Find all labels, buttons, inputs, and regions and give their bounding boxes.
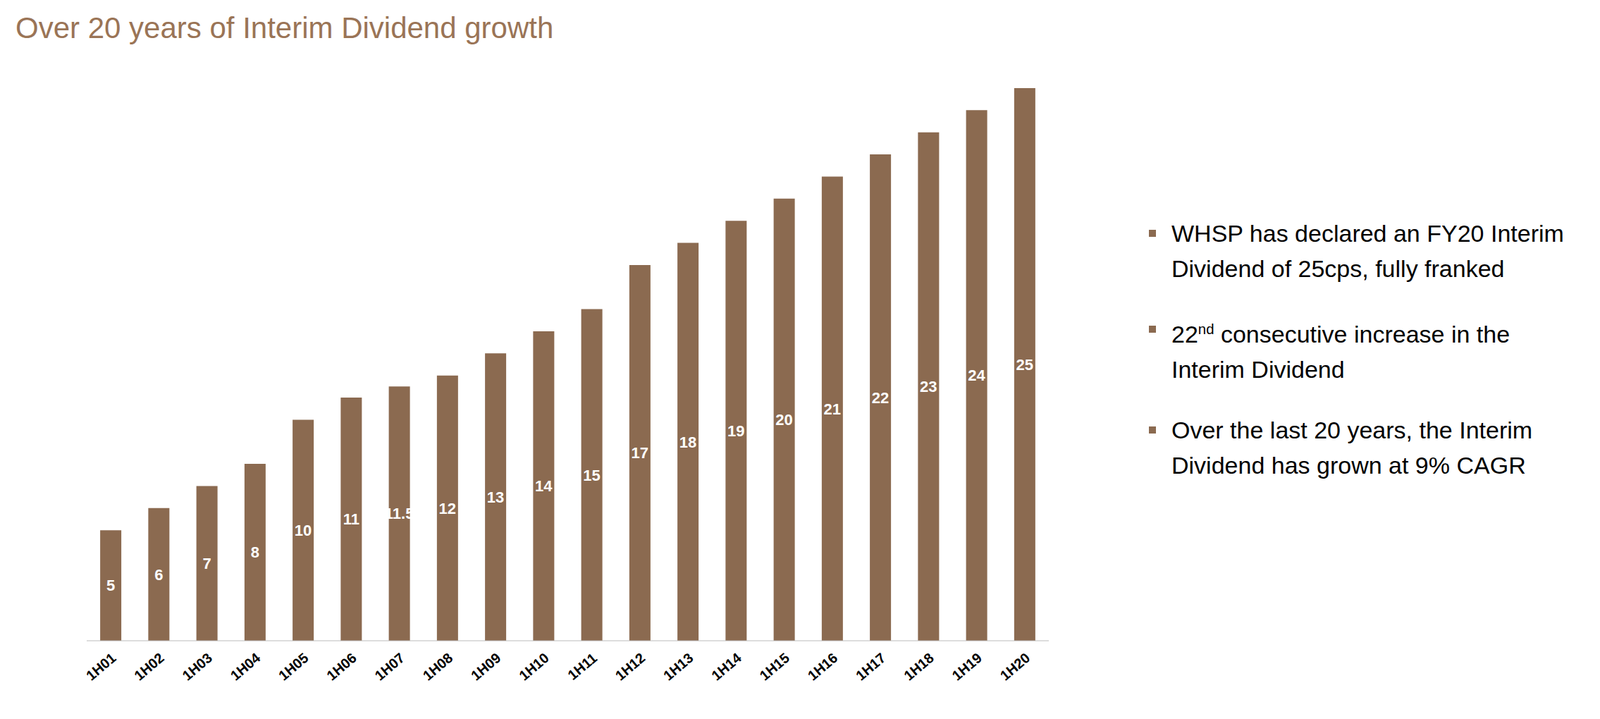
svg-text:6: 6 — [154, 565, 163, 584]
svg-text:11.5: 11.5 — [384, 504, 415, 523]
html-text:22ndconsecutive increase in th: 22ndconsecutive increase in the Interim … — [1171, 320, 1510, 383]
svg-text:5: 5 — [106, 576, 115, 595]
svg-text:8: 8 — [250, 543, 260, 562]
svg-text:1H03: 1H03 — [179, 649, 215, 684]
svg-text:18: 18 — [679, 433, 697, 452]
svg-text:1H08: 1H08 — [420, 649, 457, 684]
svg-text:1H13: 1H13 — [660, 649, 697, 684]
svg-text:11: 11 — [343, 510, 360, 528]
svg-text:23: 23 — [919, 377, 937, 396]
svg-text:13: 13 — [487, 488, 504, 507]
svg-text:1H11: 1H11 — [564, 649, 600, 683]
svg-text:1H19: 1H19 — [948, 649, 985, 684]
svg-text:1H16: 1H16 — [804, 649, 841, 684]
svg-text:7: 7 — [202, 554, 211, 573]
svg-text:12: 12 — [439, 499, 457, 518]
svg-text:22: 22 — [871, 389, 889, 407]
svg-text:17: 17 — [631, 444, 649, 462]
svg-text:10: 10 — [294, 521, 312, 540]
svg-text:1H09: 1H09 — [468, 649, 504, 684]
html-text:Over 20 years of Interim Divid: Over 20 years of Interim Dividend growth — [15, 11, 554, 45]
html-text:Over the last 20 years, the In: Over the last 20 years, the Interim Divi… — [1171, 416, 1533, 479]
svg-text:1H01: 1H01 — [83, 649, 120, 684]
svg-text:1H06: 1H06 — [323, 649, 360, 684]
svg-text:1H18: 1H18 — [900, 649, 937, 684]
svg-text:21: 21 — [823, 400, 841, 418]
svg-text:24: 24 — [967, 366, 986, 385]
svg-text:25: 25 — [1016, 355, 1034, 374]
svg-text:1H14: 1H14 — [708, 649, 745, 683]
svg-text:1H04: 1H04 — [227, 649, 264, 683]
svg-text:1H20: 1H20 — [997, 649, 1034, 684]
svg-text:1H17: 1H17 — [852, 649, 889, 684]
svg-text:1H12: 1H12 — [612, 649, 649, 684]
svg-text:1H02: 1H02 — [131, 649, 168, 684]
svg-text:1H15: 1H15 — [756, 649, 793, 684]
svg-text:15: 15 — [582, 466, 600, 485]
svg-text:19: 19 — [727, 422, 745, 440]
svg-text:14: 14 — [534, 477, 553, 495]
svg-text:1H07: 1H07 — [371, 649, 408, 684]
svg-text:1H05: 1H05 — [275, 649, 312, 684]
svg-text:20: 20 — [775, 410, 793, 429]
svg-text:1H10: 1H10 — [515, 649, 552, 684]
html-text:WHSP has declared an FY20 Inte: WHSP has declared an FY20 Interim Divide… — [1171, 219, 1564, 282]
